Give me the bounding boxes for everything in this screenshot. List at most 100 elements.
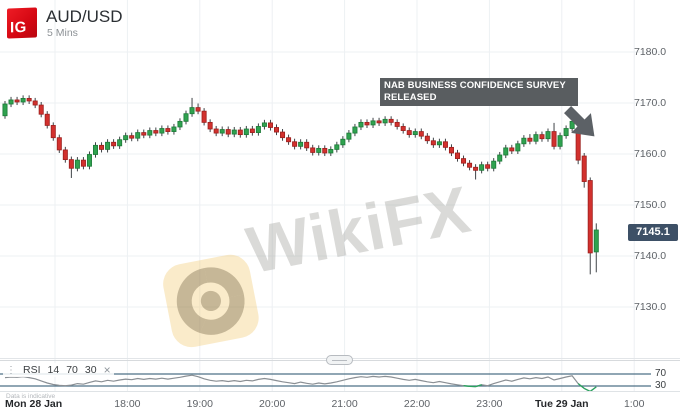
indicator-close-icon[interactable]: ×	[103, 363, 111, 377]
news-annotation-line2: RELEASED	[384, 91, 437, 103]
chart-scrollbar-thumb[interactable]	[326, 355, 353, 365]
candle-body-down	[14, 99, 20, 103]
time-axis-label: 20:00	[259, 398, 286, 410]
candle-body-down	[286, 137, 292, 143]
candle	[177, 118, 183, 131]
price-axis-label: 7180.0	[634, 46, 667, 58]
candle	[479, 161, 485, 174]
candle	[129, 132, 135, 142]
candle	[406, 127, 412, 138]
candle-body-up	[316, 147, 322, 153]
indicator-menu-icon[interactable]: ⋮	[6, 364, 16, 376]
candle-body-up	[117, 139, 123, 147]
candle-body-up	[569, 120, 575, 129]
candle-body-up	[171, 126, 177, 132]
candle	[382, 116, 388, 126]
candle	[99, 142, 105, 153]
price-axis[interactable]: 7180.0 7170.0 7160.0 7150.0 7140.0 7130.0	[628, 0, 680, 356]
candle	[328, 146, 334, 157]
price-axis-label: 7130.0	[634, 301, 667, 313]
candle	[62, 146, 68, 163]
candle	[32, 97, 38, 109]
candle-body-down	[32, 100, 38, 106]
candle	[80, 157, 86, 170]
candle-body-down	[44, 113, 50, 126]
candle	[44, 111, 50, 129]
candle-body-up	[557, 135, 563, 147]
candle-body-down	[322, 147, 328, 154]
candle-body-down	[509, 147, 515, 152]
indicator-name[interactable]: RSI	[23, 364, 41, 376]
candle	[358, 119, 364, 131]
candle	[527, 134, 533, 145]
candle-body-up	[533, 134, 539, 142]
candle	[436, 138, 442, 148]
ig-logo: IG	[7, 7, 37, 39]
candle-body-down	[225, 129, 231, 135]
candle-body-down	[581, 155, 587, 182]
candle-body-up	[545, 131, 551, 140]
candle-body-up	[147, 130, 153, 136]
candle	[219, 126, 225, 137]
candle	[340, 136, 346, 148]
candle-body-down	[467, 162, 473, 168]
candle	[400, 123, 406, 134]
candle	[503, 144, 509, 159]
candle	[515, 140, 521, 154]
candle-body-up	[74, 159, 80, 169]
candle-body-down	[273, 127, 279, 133]
candle-body-down	[587, 180, 593, 254]
candle-body-up	[20, 98, 26, 103]
candle	[20, 95, 26, 106]
candle-body-down	[430, 140, 436, 146]
candle-body-down	[394, 121, 400, 127]
time-axis-label: 23:00	[476, 398, 503, 410]
candle-body-up	[370, 120, 376, 126]
candle	[165, 125, 171, 135]
candle-body-up	[219, 129, 225, 134]
candle-body-down	[153, 130, 159, 134]
news-annotation[interactable]: NAB BUSINESS CONFIDENCE SURVEY RELEASED	[380, 78, 578, 106]
candle-body-down	[62, 149, 68, 161]
candle-body-down	[424, 135, 430, 142]
candle	[273, 124, 279, 136]
candle-body-down	[56, 137, 62, 151]
candle-body-down	[473, 166, 479, 171]
candle-body-down	[376, 120, 382, 124]
candle	[551, 122, 557, 150]
candle-body-down	[527, 137, 533, 142]
candle-body-down	[454, 152, 460, 159]
candle	[213, 125, 219, 137]
candle	[159, 125, 165, 137]
candle-body-down	[68, 159, 74, 169]
candle	[261, 119, 267, 130]
candle	[207, 119, 213, 133]
candle-body-up	[135, 132, 141, 139]
rsi-oversold-segment	[475, 384, 482, 388]
rsi-upper-param: 70	[66, 364, 78, 376]
candle-body-up	[479, 164, 485, 171]
rsi-oversold-segment	[589, 386, 597, 391]
candle	[225, 126, 231, 138]
candle-body-down	[280, 131, 286, 139]
rsi-line	[4, 374, 597, 391]
candle	[316, 145, 322, 156]
candle	[461, 155, 467, 167]
candle	[430, 137, 436, 148]
candle	[153, 127, 159, 137]
candle-body-down	[292, 141, 298, 147]
candle	[322, 145, 328, 157]
candle-body-up	[2, 103, 8, 117]
candle	[147, 127, 153, 139]
candle-body-up	[412, 131, 418, 136]
time-axis-label: Tue 29 Jan	[535, 398, 589, 410]
candle-body-down	[80, 159, 86, 167]
candle	[117, 136, 123, 149]
candle-body-down	[267, 122, 273, 128]
rsi-panel-canvas[interactable]	[0, 362, 680, 391]
candle-body-up	[334, 144, 340, 150]
candle-body-up	[177, 120, 183, 128]
last-price-badge: 7145.1	[628, 224, 678, 241]
